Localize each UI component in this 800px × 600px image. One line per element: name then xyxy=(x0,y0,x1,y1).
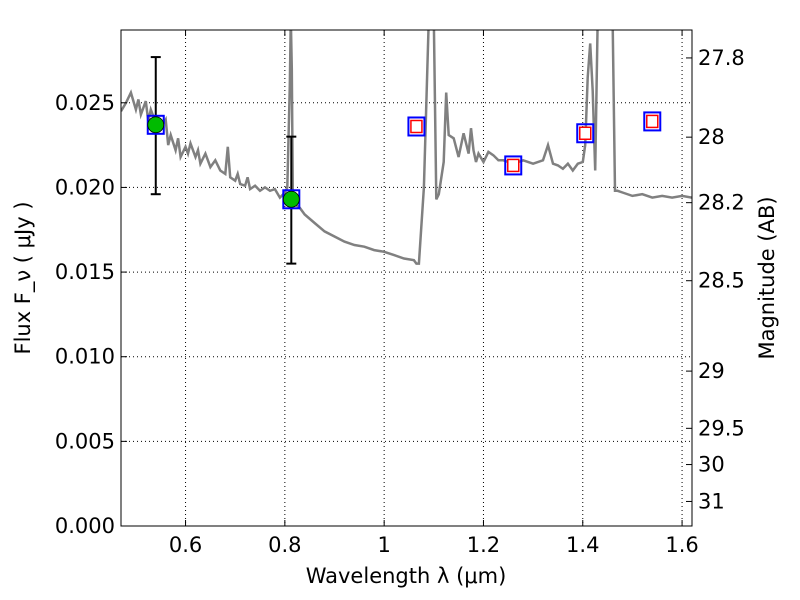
blue-square-marker xyxy=(407,116,426,137)
x-tick-label: 1.2 xyxy=(467,533,500,557)
x-tick-label: 1.4 xyxy=(566,533,599,557)
spectrum-line xyxy=(121,30,692,265)
right-tick-label: 28 xyxy=(698,125,725,149)
y-tick-label: 0.015 xyxy=(55,260,115,284)
blue-square-marker xyxy=(576,123,595,144)
y-axis-label: Flux F_ν ( μJy ) xyxy=(11,201,36,354)
right-tick-label: 30 xyxy=(698,453,725,477)
red-square-marker xyxy=(507,158,520,173)
data-markers xyxy=(146,111,662,210)
right-axis-label: Magnitude (AB) xyxy=(755,196,779,359)
green-circle-marker xyxy=(147,116,165,134)
tick-labels: 0.6 0.8 1 1.2 1.4 1.6 0.000 0.005 0.010 0.015 0.02… xyxy=(55,46,745,557)
error-bars xyxy=(150,56,297,265)
grid-lines xyxy=(121,30,692,527)
y-tick-label: 0.005 xyxy=(55,429,115,453)
right-tick-label: 28.2 xyxy=(698,191,745,215)
right-tick-label: 31 xyxy=(698,489,725,513)
plot-area xyxy=(121,30,692,265)
red-square-marker xyxy=(578,126,592,141)
y-tick-label: 0.010 xyxy=(55,345,115,369)
y-tick-label: 0.020 xyxy=(55,175,115,199)
right-tick-label: 29 xyxy=(698,359,725,383)
right-tick-label: 28.5 xyxy=(698,269,745,293)
blue-square-marker xyxy=(643,111,662,132)
x-axis-label: Wavelength λ (μm) xyxy=(306,564,507,588)
blue-square-marker xyxy=(504,155,523,176)
right-tick-label: 27.8 xyxy=(698,46,745,70)
x-tick-label: 1 xyxy=(377,533,390,557)
y-tick-label: 0.025 xyxy=(55,91,115,115)
y-tick-label: 0.000 xyxy=(55,514,115,538)
red-square-marker xyxy=(646,114,659,129)
red-square-marker xyxy=(410,119,423,134)
right-tick-label: 29.5 xyxy=(698,416,745,440)
x-tick-label: 1.6 xyxy=(665,533,698,557)
x-tick-label: 0.8 xyxy=(268,533,301,557)
plot-frame xyxy=(120,29,693,527)
axis-ticks xyxy=(121,30,692,527)
x-tick-label: 0.6 xyxy=(169,533,202,557)
green-circle-marker xyxy=(282,190,300,208)
